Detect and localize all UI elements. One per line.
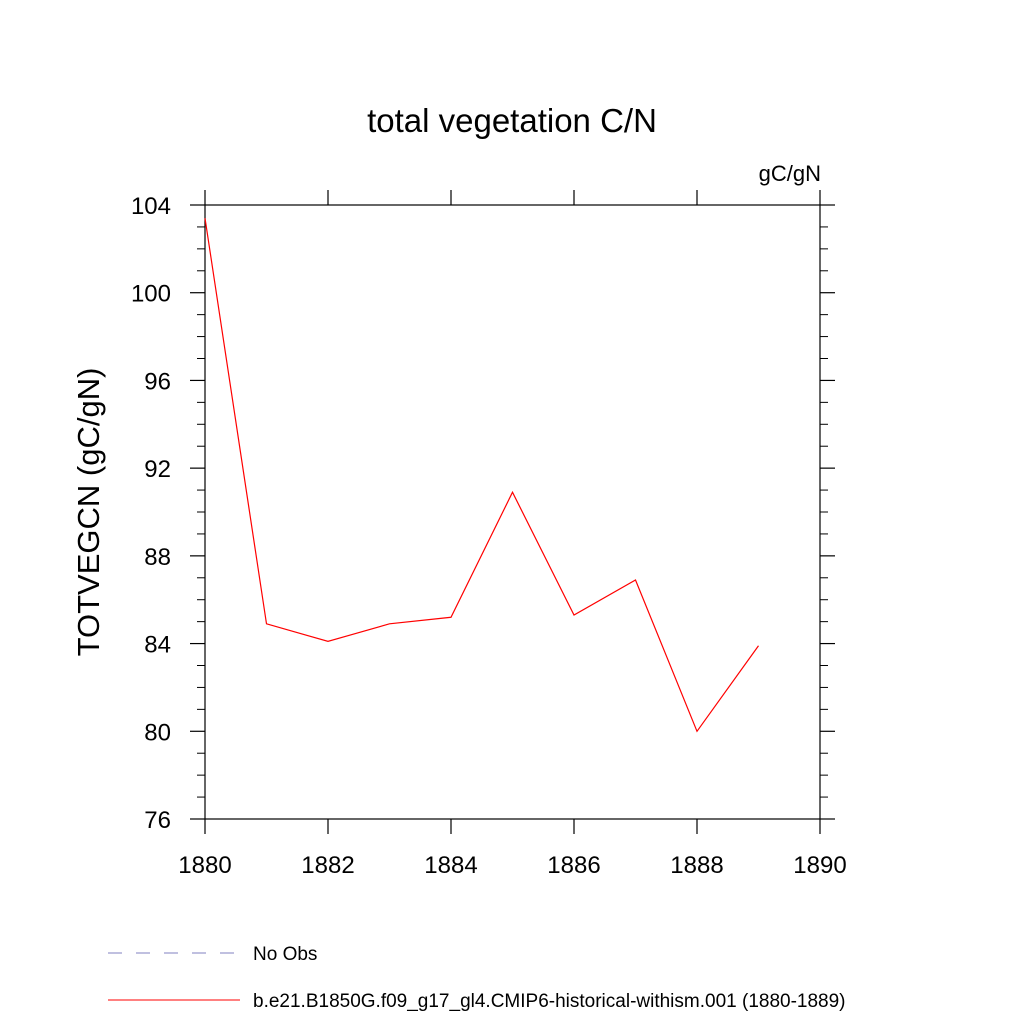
- legend-label-model: b.e21.B1850G.f09_g17_gl4.CMIP6-historica…: [253, 991, 846, 1012]
- x-tick-label-1890: 1890: [793, 852, 846, 879]
- x-tick-label-1886: 1886: [547, 852, 600, 879]
- y-tick-label-84: 84: [144, 632, 171, 659]
- series-layer: [204, 218, 759, 733]
- axis-ticks: [190, 190, 835, 834]
- y-tick-label-92: 92: [144, 456, 171, 483]
- y-tick-label-96: 96: [144, 368, 171, 395]
- legend-label-no-obs: No Obs: [253, 944, 317, 965]
- x-tick-label-1888: 1888: [670, 852, 723, 879]
- x-tick-label-1882: 1882: [301, 852, 354, 879]
- units-label: gC/gN: [759, 161, 821, 186]
- y-tick-label-88: 88: [144, 544, 171, 571]
- y-axis-label: TOTVEGCN (gC/gN): [71, 368, 106, 657]
- plot-frame: [204, 204, 821, 820]
- chart-title: total vegetation C/N: [367, 102, 657, 139]
- y-tick-label-80: 80: [144, 719, 171, 746]
- x-tick-label-1880: 1880: [178, 852, 231, 879]
- y-tick-label-100: 100: [131, 281, 171, 308]
- y-tick-label-104: 104: [131, 193, 171, 220]
- tick-labels: 1880 1882 1884 1886 1888 1890 76 80 84 88 92 96 100 1…: [131, 193, 847, 879]
- series-line-0: [204, 218, 759, 733]
- legend: No Obs b.e21.B1850G.f09_g17_gl4.CMIP6-hi…: [108, 944, 846, 1012]
- y-tick-label-76: 76: [144, 807, 171, 834]
- x-tick-label-1884: 1884: [424, 852, 477, 879]
